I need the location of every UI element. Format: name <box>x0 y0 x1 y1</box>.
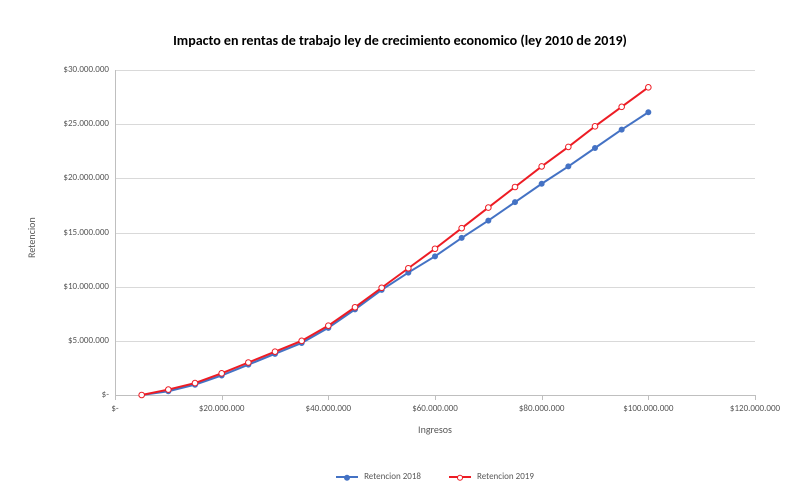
data-point <box>512 184 518 190</box>
x-tick <box>328 395 329 400</box>
data-point <box>539 164 545 170</box>
data-point <box>592 124 598 130</box>
y-tick-label: $10.000.000 <box>29 281 109 292</box>
y-tick-label: $30.000.000 <box>29 64 109 75</box>
data-point <box>619 104 625 110</box>
data-point <box>566 164 571 169</box>
data-point <box>352 304 358 310</box>
data-point <box>246 360 252 366</box>
data-point <box>219 371 225 377</box>
legend: Retencion 2018 Retencion 2019 <box>115 471 755 482</box>
legend-swatch <box>449 476 471 478</box>
legend-marker-icon <box>457 474 463 480</box>
data-point <box>299 338 305 344</box>
legend-item: Retencion 2018 <box>336 471 421 482</box>
plot-area <box>115 70 755 395</box>
data-point <box>646 85 652 91</box>
x-tick <box>755 395 756 400</box>
data-point <box>432 246 438 252</box>
x-tick-label: $80.000.000 <box>497 403 587 414</box>
data-point <box>513 200 518 205</box>
y-tick-label: $5.000.000 <box>29 335 109 346</box>
y-tick-label: $20.000.000 <box>29 172 109 183</box>
data-point <box>166 387 172 393</box>
x-tick-label: $- <box>70 403 160 414</box>
series-line <box>142 87 649 395</box>
x-tick <box>222 395 223 400</box>
legend-marker-icon <box>344 474 350 480</box>
data-point <box>139 392 145 398</box>
x-tick <box>435 395 436 400</box>
data-point <box>486 205 492 211</box>
data-point <box>406 265 412 271</box>
series-layer <box>115 70 755 395</box>
data-point <box>326 323 332 329</box>
data-point <box>459 235 464 240</box>
y-tick-label: $- <box>29 389 109 400</box>
data-point <box>272 349 278 355</box>
x-tick <box>115 395 116 400</box>
data-point <box>619 127 624 132</box>
legend-label: Retencion 2018 <box>364 471 421 482</box>
data-point <box>192 380 198 386</box>
data-point <box>566 144 572 150</box>
x-tick-label: $20.000.000 <box>177 403 267 414</box>
y-tick-label: $25.000.000 <box>29 118 109 129</box>
chart-container: Impacto en rentas de trabajo ley de crec… <box>0 0 800 500</box>
x-tick-label: $60.000.000 <box>390 403 480 414</box>
x-tick <box>648 395 649 400</box>
data-point <box>646 110 651 115</box>
chart-title: Impacto en rentas de trabajo ley de crec… <box>0 32 800 49</box>
data-point <box>379 285 385 291</box>
data-point <box>433 254 438 259</box>
legend-item: Retencion 2019 <box>449 471 534 482</box>
data-point <box>459 225 465 231</box>
legend-label: Retencion 2019 <box>477 471 534 482</box>
data-point <box>539 181 544 186</box>
data-point <box>486 218 491 223</box>
data-point <box>593 146 598 151</box>
series-line <box>142 112 649 395</box>
x-tick-label: $40.000.000 <box>283 403 373 414</box>
x-tick <box>542 395 543 400</box>
x-tick-label: $100.000.000 <box>603 403 693 414</box>
y-tick-label: $15.000.000 <box>29 227 109 238</box>
x-axis-label: Ingresos <box>115 423 755 436</box>
legend-swatch <box>336 476 358 478</box>
x-tick-label: $120.000.000 <box>710 403 800 414</box>
